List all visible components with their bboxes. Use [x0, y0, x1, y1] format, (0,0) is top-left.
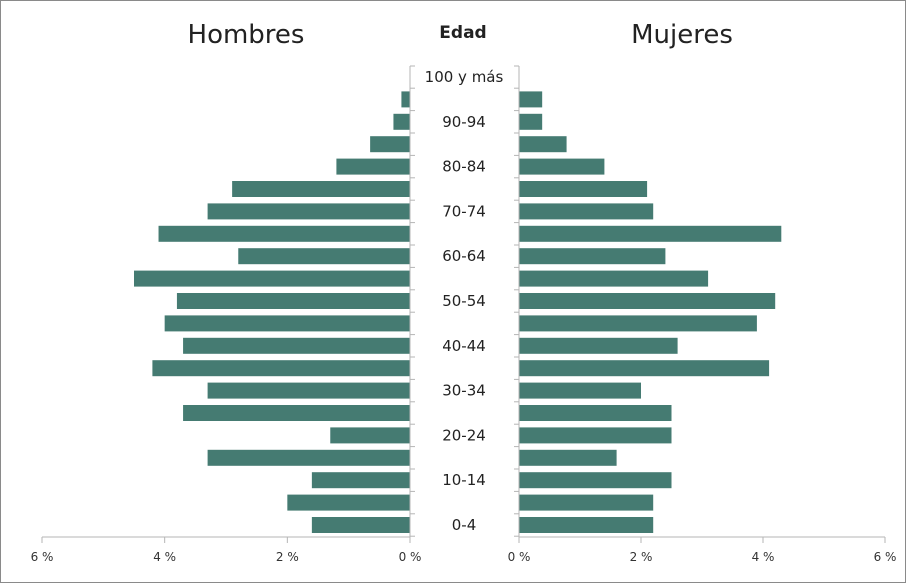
bar-hombres-60-64 [238, 248, 410, 265]
age-label-0-4: 0-4 [452, 516, 477, 534]
age-label-90-94: 90-94 [442, 113, 486, 131]
x-tick-label-left: 4 % [153, 550, 176, 564]
left-title: Hombres [188, 20, 305, 50]
bar-mujeres-90-94 [519, 113, 543, 130]
bar-hombres-45-49 [164, 315, 410, 332]
right-title: Mujeres [631, 20, 733, 50]
bar-mujeres-85-89 [519, 136, 567, 153]
bar-mujeres-10-14 [519, 472, 672, 489]
age-labels: 0-4 10-14 20-24 30-34 40-44 50-54 60-64 70-74 80… [425, 68, 504, 534]
age-label-20-24: 20-24 [442, 426, 486, 444]
bar-mujeres-75-79 [519, 181, 648, 197]
age-label-50-54: 50-54 [442, 292, 486, 310]
bar-hombres-70-74 [207, 203, 410, 220]
bars-left [134, 91, 410, 533]
bar-mujeres-65-69 [519, 225, 782, 242]
x-tick-label-right: 4 % [752, 550, 775, 564]
bar-hombres-10-14 [311, 472, 410, 489]
bar-mujeres-80-84 [519, 158, 605, 175]
age-label-10-14: 10-14 [442, 471, 486, 489]
bar-mujeres-35-39 [519, 360, 770, 377]
bars-right [519, 91, 782, 533]
bar-hombres-55-59 [134, 270, 410, 287]
bar-hombres-0-4 [311, 517, 410, 533]
bar-mujeres-95-99 [519, 91, 543, 108]
bar-hombres-50-54 [176, 293, 410, 309]
age-label-30-34: 30-34 [442, 382, 486, 400]
age-label-60-64: 60-64 [442, 247, 486, 265]
age-label-80-84: 80-84 [442, 158, 486, 176]
bar-mujeres-60-64 [519, 248, 666, 265]
bar-hombres-35-39 [152, 360, 410, 377]
bar-mujeres-55-59 [519, 270, 709, 287]
x-tick-label-left: 0 % [399, 550, 422, 564]
bar-hombres-80-84 [336, 158, 410, 175]
bar-mujeres-30-34 [519, 382, 641, 399]
bar-mujeres-70-74 [519, 203, 654, 220]
x-tick-label-left: 2 % [276, 550, 299, 564]
x-tick-label-right: 0 % [508, 550, 531, 564]
bar-mujeres-20-24 [519, 427, 672, 444]
bar-mujeres-45-49 [519, 315, 757, 332]
bar-mujeres-40-44 [519, 337, 678, 354]
bar-hombres-15-19 [207, 449, 410, 466]
bar-hombres-20-24 [330, 427, 410, 444]
bar-mujeres-50-54 [519, 293, 776, 309]
center-axis [409, 65, 520, 537]
x-tick-label-right: 6 % [874, 550, 897, 564]
bar-mujeres-15-19 [519, 449, 617, 466]
bar-hombres-30-34 [207, 382, 410, 399]
bar-hombres-65-69 [158, 225, 410, 242]
center-title: Edad [439, 23, 486, 43]
bar-mujeres-5-9 [519, 494, 654, 511]
bar-hombres-5-9 [287, 494, 410, 511]
bar-mujeres-0-4 [519, 517, 654, 533]
bar-hombres-40-44 [183, 337, 410, 354]
age-label-40-44: 40-44 [442, 337, 486, 355]
age-label-70-74: 70-74 [442, 202, 486, 220]
bar-hombres-75-79 [232, 181, 410, 197]
bar-hombres-85-89 [370, 136, 410, 153]
bar-mujeres-25-29 [519, 405, 672, 421]
x-axis: 6 % 4 % 2 % 0 % 0 % 2 % 4 % 6 % [31, 536, 897, 564]
bar-hombres-95-99 [401, 91, 410, 108]
bar-hombres-25-29 [183, 405, 410, 421]
x-tick-label-right: 2 % [630, 550, 653, 564]
bar-hombres-90-94 [393, 113, 410, 130]
age-label-100-y-más: 100 y más [425, 68, 504, 86]
x-tick-label-left: 6 % [31, 550, 54, 564]
